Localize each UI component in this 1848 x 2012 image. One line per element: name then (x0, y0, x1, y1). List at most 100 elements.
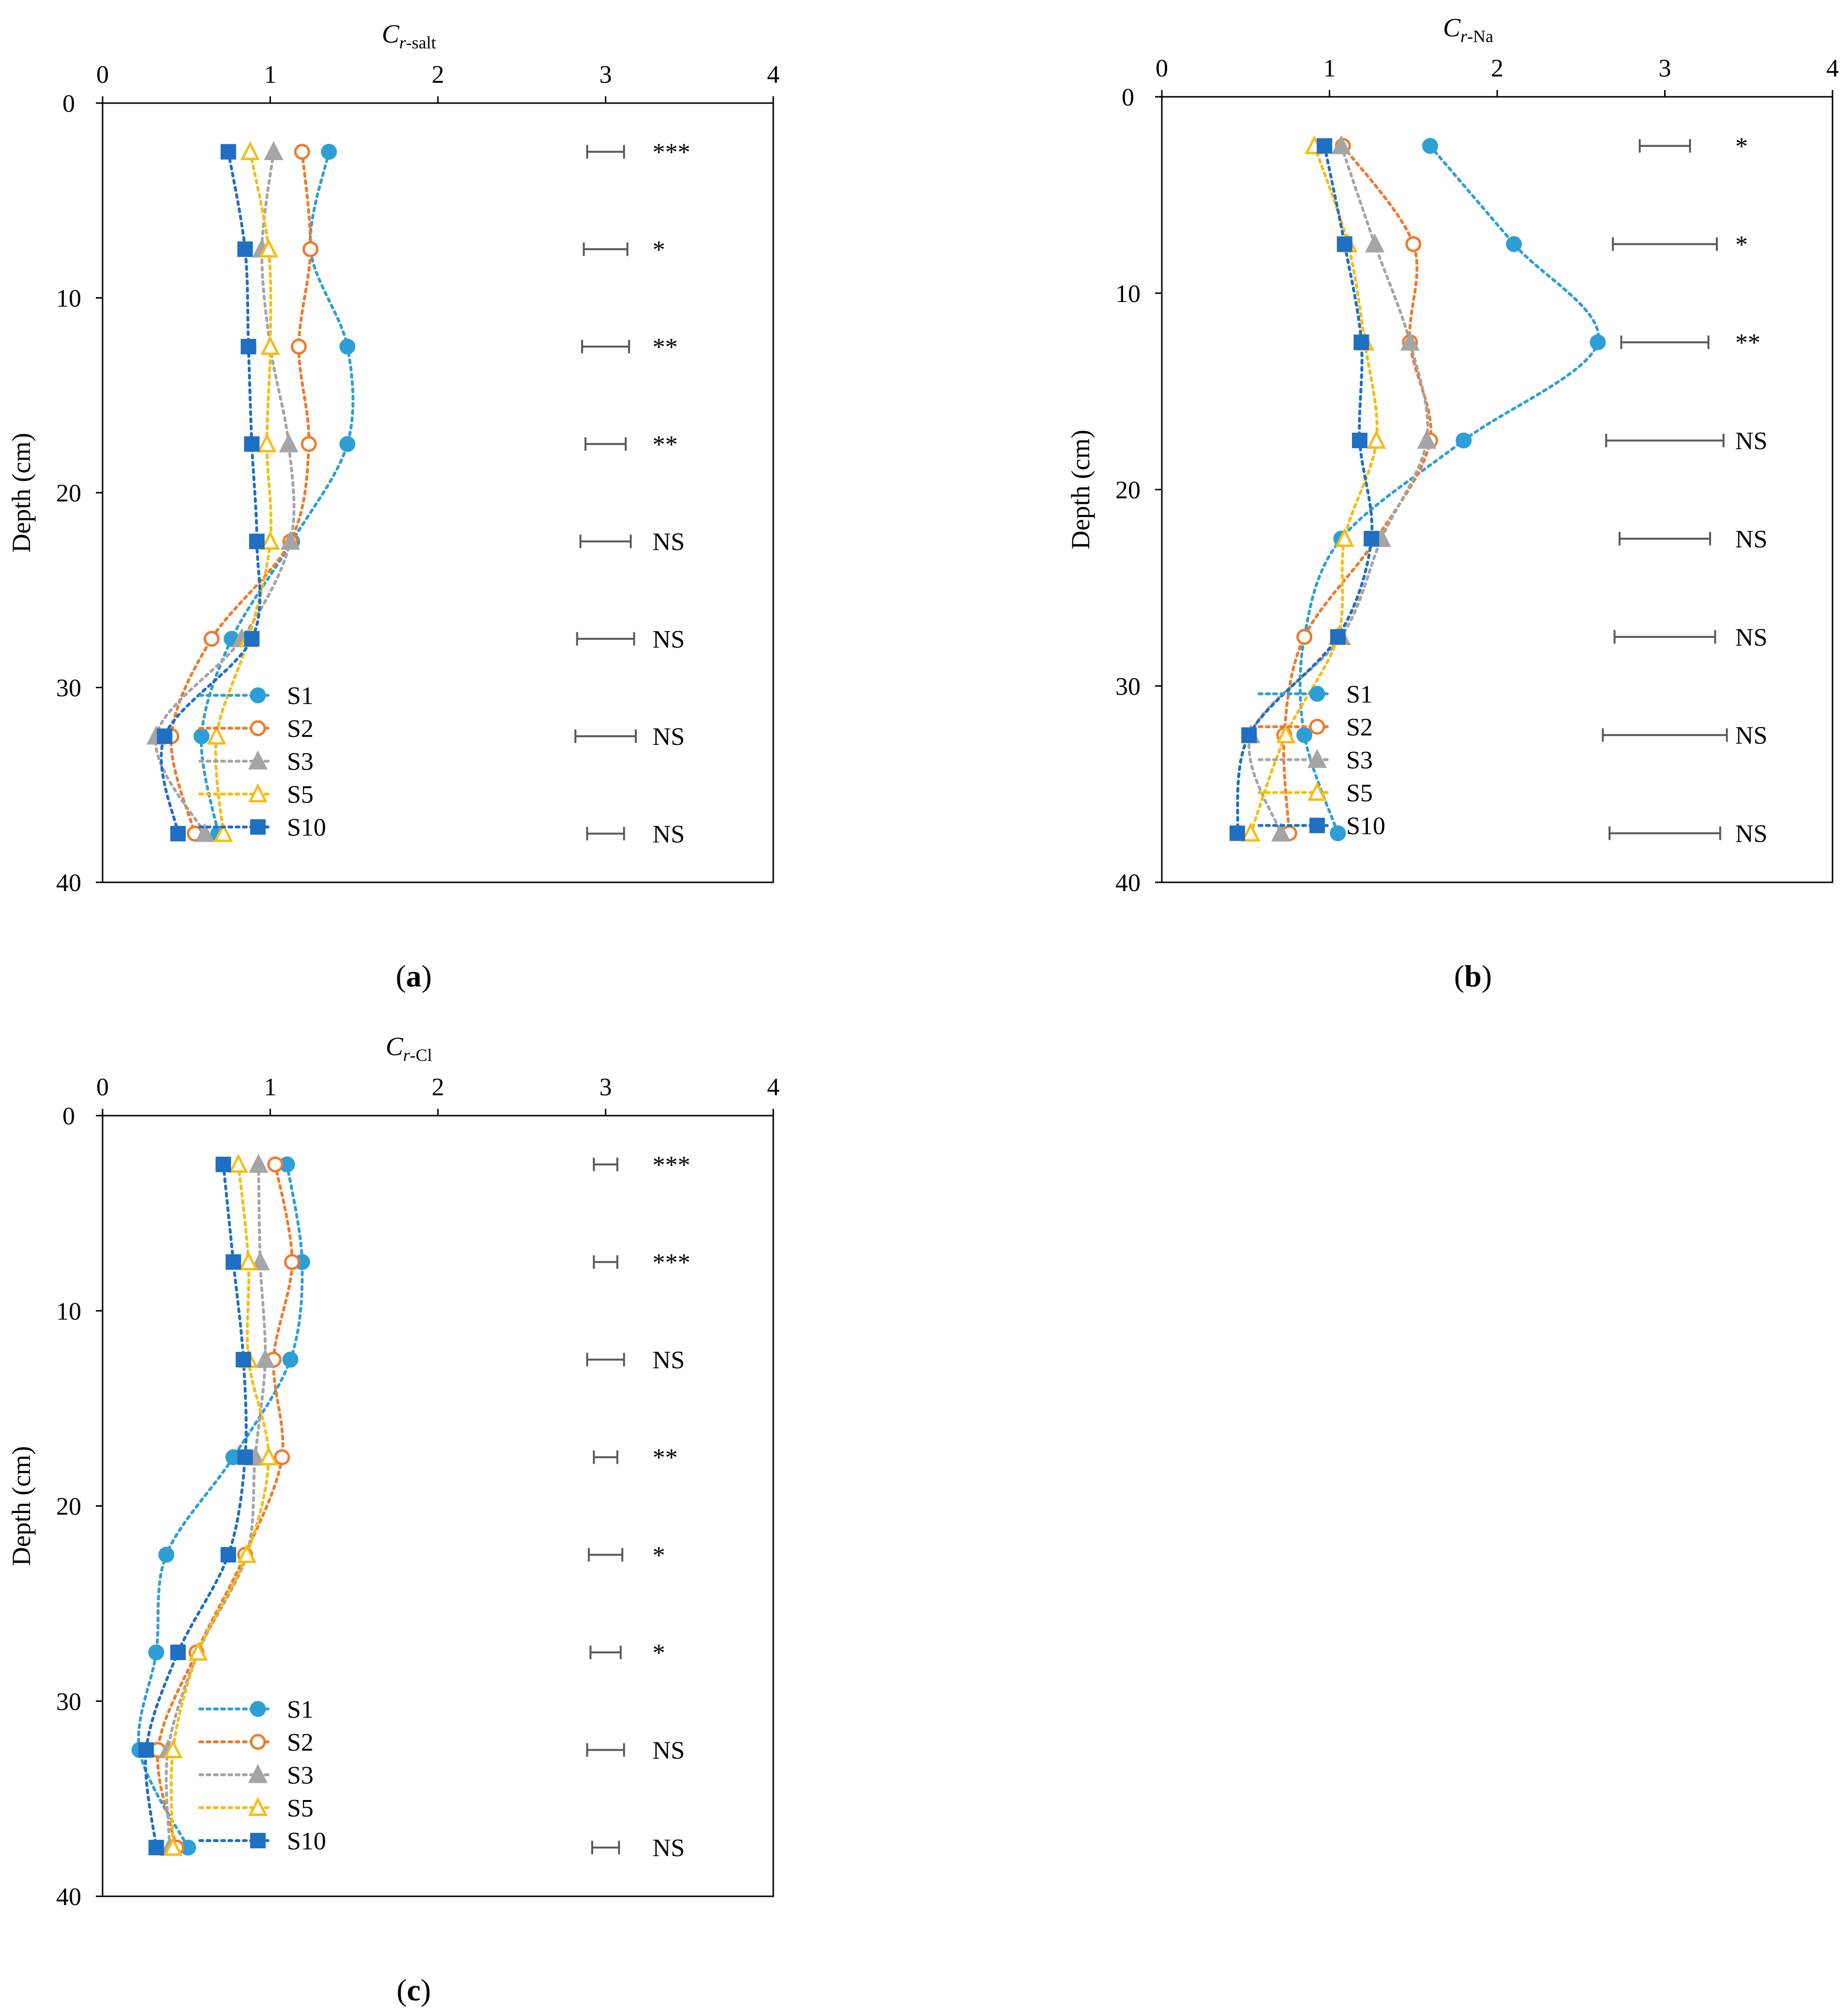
significance-label: *** (653, 139, 691, 166)
data-point-s1 (1590, 334, 1606, 350)
legend-label-s10: S10 (287, 814, 326, 842)
plot-frame (102, 1115, 774, 1897)
significance-label: NS (1735, 820, 1767, 848)
y-tick-label: 20 (56, 480, 81, 507)
significance-label: ** (653, 333, 678, 361)
legend-label-s10: S10 (287, 1828, 326, 1855)
series-line-s2 (156, 1163, 294, 1849)
x-axis-title: Cr-Cl (386, 1032, 432, 1065)
significance-label: NS (653, 1737, 685, 1765)
data-point-s5 (257, 433, 277, 453)
x-tick-label: 0 (96, 61, 109, 89)
data-point-s1 (339, 436, 356, 452)
data-point-s10 (244, 631, 260, 647)
y-tick-label: 30 (56, 1688, 81, 1716)
data-point-s10 (1352, 433, 1367, 449)
x-tick-label: 4 (767, 1074, 780, 1101)
legend-label-s10: S10 (1346, 812, 1385, 840)
data-point-s10 (1364, 530, 1380, 546)
series-line-s1 (200, 150, 355, 835)
x-tick-label: 1 (264, 61, 277, 89)
y-axis-title: Depth (cm) (7, 433, 36, 552)
data-point-s10 (215, 1156, 231, 1172)
data-point-s2 (302, 241, 319, 257)
y-tick-label: 40 (56, 869, 81, 897)
legend-marker-s2 (1309, 718, 1325, 735)
data-point-s2 (203, 631, 220, 647)
series-line-s3 (165, 1163, 267, 1849)
legend-label-s2: S2 (287, 715, 314, 743)
data-point-s3 (1331, 135, 1351, 154)
data-point-s1 (1422, 137, 1438, 154)
x-tick-label: 4 (1826, 55, 1839, 82)
significance-label: *** (653, 1249, 691, 1276)
data-point-s2 (267, 1156, 284, 1173)
data-point-s3 (249, 1153, 269, 1173)
significance-label: * (653, 236, 665, 264)
series-line-s3 (154, 150, 296, 835)
x-tick-label: 2 (432, 61, 444, 89)
data-point-s2 (290, 338, 307, 355)
data-point-s1 (321, 144, 337, 160)
data-point-s1 (282, 1351, 299, 1368)
data-point-s10 (170, 826, 186, 842)
legend-marker-s3 (248, 750, 268, 770)
significance-label: NS (1735, 427, 1767, 455)
data-point-s10 (1330, 629, 1346, 645)
x-axis-title: Cr-Na (1443, 13, 1493, 46)
legend-label-s3: S3 (287, 748, 314, 776)
data-point-s10 (236, 1352, 252, 1368)
significance-label: * (653, 1639, 665, 1667)
data-point-s3 (264, 141, 284, 160)
data-point-s5 (163, 1739, 183, 1758)
significance-label: NS (653, 626, 685, 653)
legend-label-s3: S3 (287, 1762, 314, 1789)
data-point-s10 (157, 728, 173, 744)
x-tick-label: 2 (432, 1074, 444, 1101)
y-axis-title: Depth (cm) (7, 1446, 36, 1566)
series-line-s10 (160, 150, 262, 835)
data-point-s2 (300, 436, 317, 452)
y-tick-label: 0 (62, 1103, 75, 1130)
x-tick-label: 3 (600, 1074, 612, 1101)
data-point-s3 (1417, 429, 1437, 449)
significance-label: NS (653, 1346, 685, 1374)
data-point-s10 (237, 241, 253, 257)
x-tick-label: 1 (264, 1074, 277, 1101)
x-tick-label: 0 (1156, 55, 1168, 82)
data-point-s5 (260, 530, 280, 550)
data-point-s3 (281, 530, 300, 550)
data-point-s1 (193, 728, 210, 744)
x-tick-label: 0 (96, 1074, 109, 1101)
plot-frame (1161, 96, 1833, 883)
data-point-s2 (1296, 629, 1313, 645)
x-tick-label: 3 (1659, 55, 1671, 82)
series-line-s10 (144, 1163, 248, 1849)
y-tick-label: 20 (1115, 477, 1141, 504)
significance-label: NS (653, 723, 685, 751)
data-point-s10 (240, 339, 256, 355)
series-line-s5 (1249, 144, 1379, 835)
data-point-s2 (294, 144, 310, 160)
legend-marker-s5 (1307, 782, 1327, 801)
legend-label-s5: S5 (287, 781, 314, 809)
data-point-s3 (195, 823, 215, 842)
significance-label: * (653, 1542, 665, 1569)
data-point-s5 (240, 141, 260, 160)
legend-marker-s10 (1309, 817, 1325, 833)
y-tick-label: 30 (1115, 673, 1141, 700)
data-point-s1 (158, 1546, 175, 1563)
legend-label-s5: S5 (1346, 779, 1373, 807)
data-point-s5 (188, 1641, 208, 1661)
significance-label: * (1735, 133, 1748, 160)
data-point-s5 (258, 1446, 279, 1466)
panel-label: (c) (396, 1973, 431, 2007)
data-point-s2 (284, 1254, 300, 1270)
series-line-s2 (1282, 144, 1432, 835)
y-axis-title: Depth (cm) (1066, 430, 1095, 549)
significance-label: NS (1735, 722, 1767, 750)
legend-marker-s1 (250, 687, 266, 704)
